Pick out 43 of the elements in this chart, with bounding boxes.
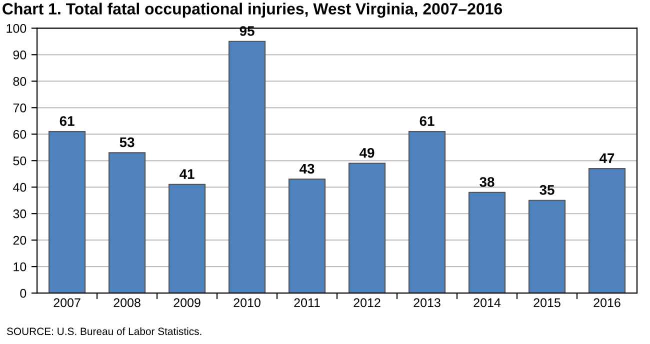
x-tick-label: 2013 (414, 298, 440, 308)
data-label: 61 (420, 116, 434, 126)
bar (288, 178, 326, 294)
y-tick-label: 50 (13, 156, 26, 166)
x-tick-label: 2011 (294, 298, 320, 308)
y-tick-label: 0 (20, 288, 26, 298)
bar (348, 162, 386, 294)
y-tick-label: 70 (13, 103, 26, 112)
y-tick-label: 90 (13, 50, 26, 60)
bar (588, 168, 626, 294)
data-label: 47 (599, 153, 614, 163)
bar (408, 130, 446, 294)
bar (168, 184, 206, 294)
y-tick-label: 60 (13, 130, 26, 139)
data-label: 61 (60, 116, 74, 126)
data-label: 41 (180, 169, 194, 179)
y-tick-label: 80 (13, 76, 26, 86)
x-tick-label: 2007 (54, 298, 80, 308)
y-tick-label: 100 (6, 24, 26, 33)
y-tick-label: 10 (14, 262, 26, 272)
x-tick-label: 2009 (174, 298, 200, 308)
bar (528, 200, 566, 294)
bar (228, 40, 266, 294)
x-tick-label: 2015 (534, 298, 560, 308)
data-label: 35 (540, 185, 554, 195)
bar (468, 192, 506, 294)
y-tick-label: 40 (13, 182, 26, 192)
bar (108, 152, 146, 294)
y-tick-label: 20 (13, 236, 26, 245)
data-label: 43 (300, 164, 314, 174)
x-tick-label: 2016 (594, 298, 620, 308)
x-tick-label: 2012 (354, 298, 380, 308)
data-label: 49 (360, 148, 374, 158)
data-label: 38 (480, 177, 494, 187)
data-label: 95 (240, 26, 254, 36)
source-note: SOURCE: U.S. Bureau of Labor Statistics. (6, 327, 202, 336)
data-label: 53 (120, 137, 134, 148)
chart-title: Chart 1. Total fatal occupational injuries, West Virginia, 2007–2016 (2, 2, 502, 18)
x-tick-label: 2008 (114, 298, 140, 308)
x-tick-label: 2010 (234, 298, 260, 308)
y-tick-label: 30 (13, 209, 26, 218)
bar (48, 130, 86, 294)
x-tick-label: 2014 (474, 298, 501, 308)
